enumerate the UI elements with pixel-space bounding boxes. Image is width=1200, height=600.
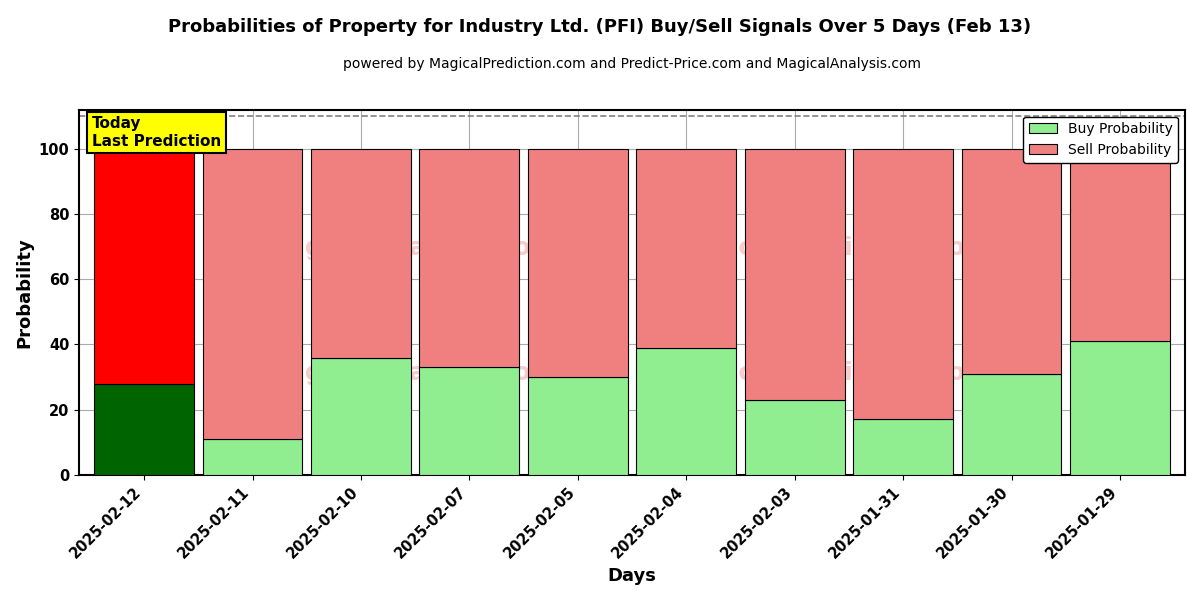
X-axis label: Days: Days xyxy=(607,567,656,585)
Title: powered by MagicalPrediction.com and Predict-Price.com and MagicalAnalysis.com: powered by MagicalPrediction.com and Pre… xyxy=(343,57,922,71)
Bar xyxy=(311,358,410,475)
Bar xyxy=(203,149,302,439)
Bar xyxy=(853,419,953,475)
Bar xyxy=(95,383,194,475)
Bar xyxy=(961,149,1061,374)
Bar xyxy=(1070,341,1170,475)
Bar xyxy=(745,400,845,475)
Bar xyxy=(528,377,628,475)
Bar xyxy=(203,439,302,475)
Bar xyxy=(420,149,520,367)
Bar xyxy=(636,348,736,475)
Text: Today
Last Prediction: Today Last Prediction xyxy=(92,116,221,149)
Y-axis label: Probability: Probability xyxy=(14,237,32,347)
Legend: Buy Probability, Sell Probability: Buy Probability, Sell Probability xyxy=(1024,116,1178,163)
Text: MagicalAnalysis.com: MagicalAnalysis.com xyxy=(264,236,558,260)
Text: Probabilities of Property for Industry Ltd. (PFI) Buy/Sell Signals Over 5 Days (: Probabilities of Property for Industry L… xyxy=(168,18,1032,36)
Bar xyxy=(420,367,520,475)
Bar xyxy=(636,149,736,348)
Text: MagicalPrediction.com: MagicalPrediction.com xyxy=(671,236,991,260)
Bar xyxy=(961,374,1061,475)
Bar xyxy=(311,149,410,358)
Bar xyxy=(1070,149,1170,341)
Bar xyxy=(745,149,845,400)
Text: MagicalPrediction.com: MagicalPrediction.com xyxy=(671,361,991,385)
Text: MagicalAnalysis.com: MagicalAnalysis.com xyxy=(264,361,558,385)
Bar xyxy=(528,149,628,377)
Bar xyxy=(95,149,194,383)
Bar xyxy=(853,149,953,419)
